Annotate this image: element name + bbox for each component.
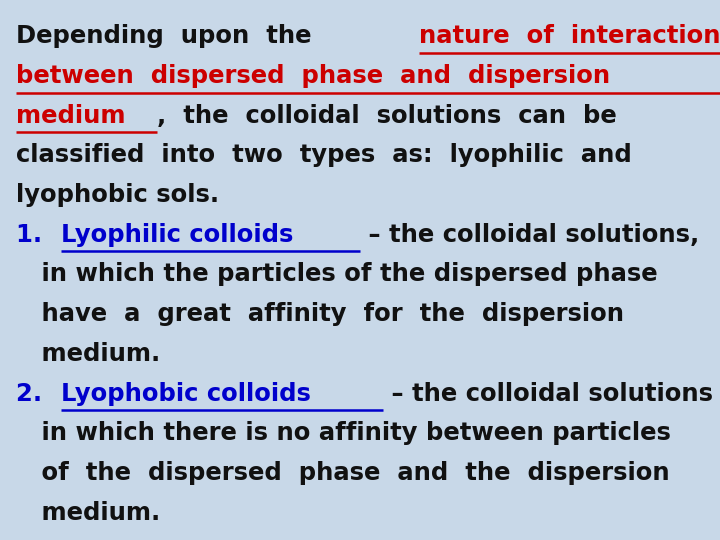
Text: have  a  great  affinity  for  the  dispersion: have a great affinity for the dispersion <box>16 302 624 326</box>
Text: in which the particles of the dispersed phase: in which the particles of the dispersed … <box>16 262 657 286</box>
Text: lyophobic sols.: lyophobic sols. <box>16 183 219 207</box>
Text: of  the  dispersed  phase  and  the  dispersion: of the dispersed phase and the dispersio… <box>16 461 670 485</box>
Text: in which there is no affinity between particles: in which there is no affinity between pa… <box>16 421 671 445</box>
Text: Lyophilic colloids: Lyophilic colloids <box>60 223 293 247</box>
Text: medium.: medium. <box>16 501 160 524</box>
Text: 1.: 1. <box>16 223 50 247</box>
Text: – the colloidal solutions,: – the colloidal solutions, <box>360 223 700 247</box>
Text: between  dispersed  phase  and  dispersion: between dispersed phase and dispersion <box>16 64 610 88</box>
Text: nature  of  interactions: nature of interactions <box>419 24 720 48</box>
Text: Depending  upon  the: Depending upon the <box>16 24 328 48</box>
Text: – the colloidal solutions: – the colloidal solutions <box>383 381 713 406</box>
Text: classified  into  two  types  as:  lyophilic  and: classified into two types as: lyophilic … <box>16 144 631 167</box>
Text: Lyophobic colloids: Lyophobic colloids <box>60 381 310 406</box>
Text: medium.: medium. <box>16 342 160 366</box>
Text: ,  the  colloidal  solutions  can  be: , the colloidal solutions can be <box>157 104 617 127</box>
Text: medium: medium <box>16 104 125 127</box>
Text: 2.: 2. <box>16 381 50 406</box>
